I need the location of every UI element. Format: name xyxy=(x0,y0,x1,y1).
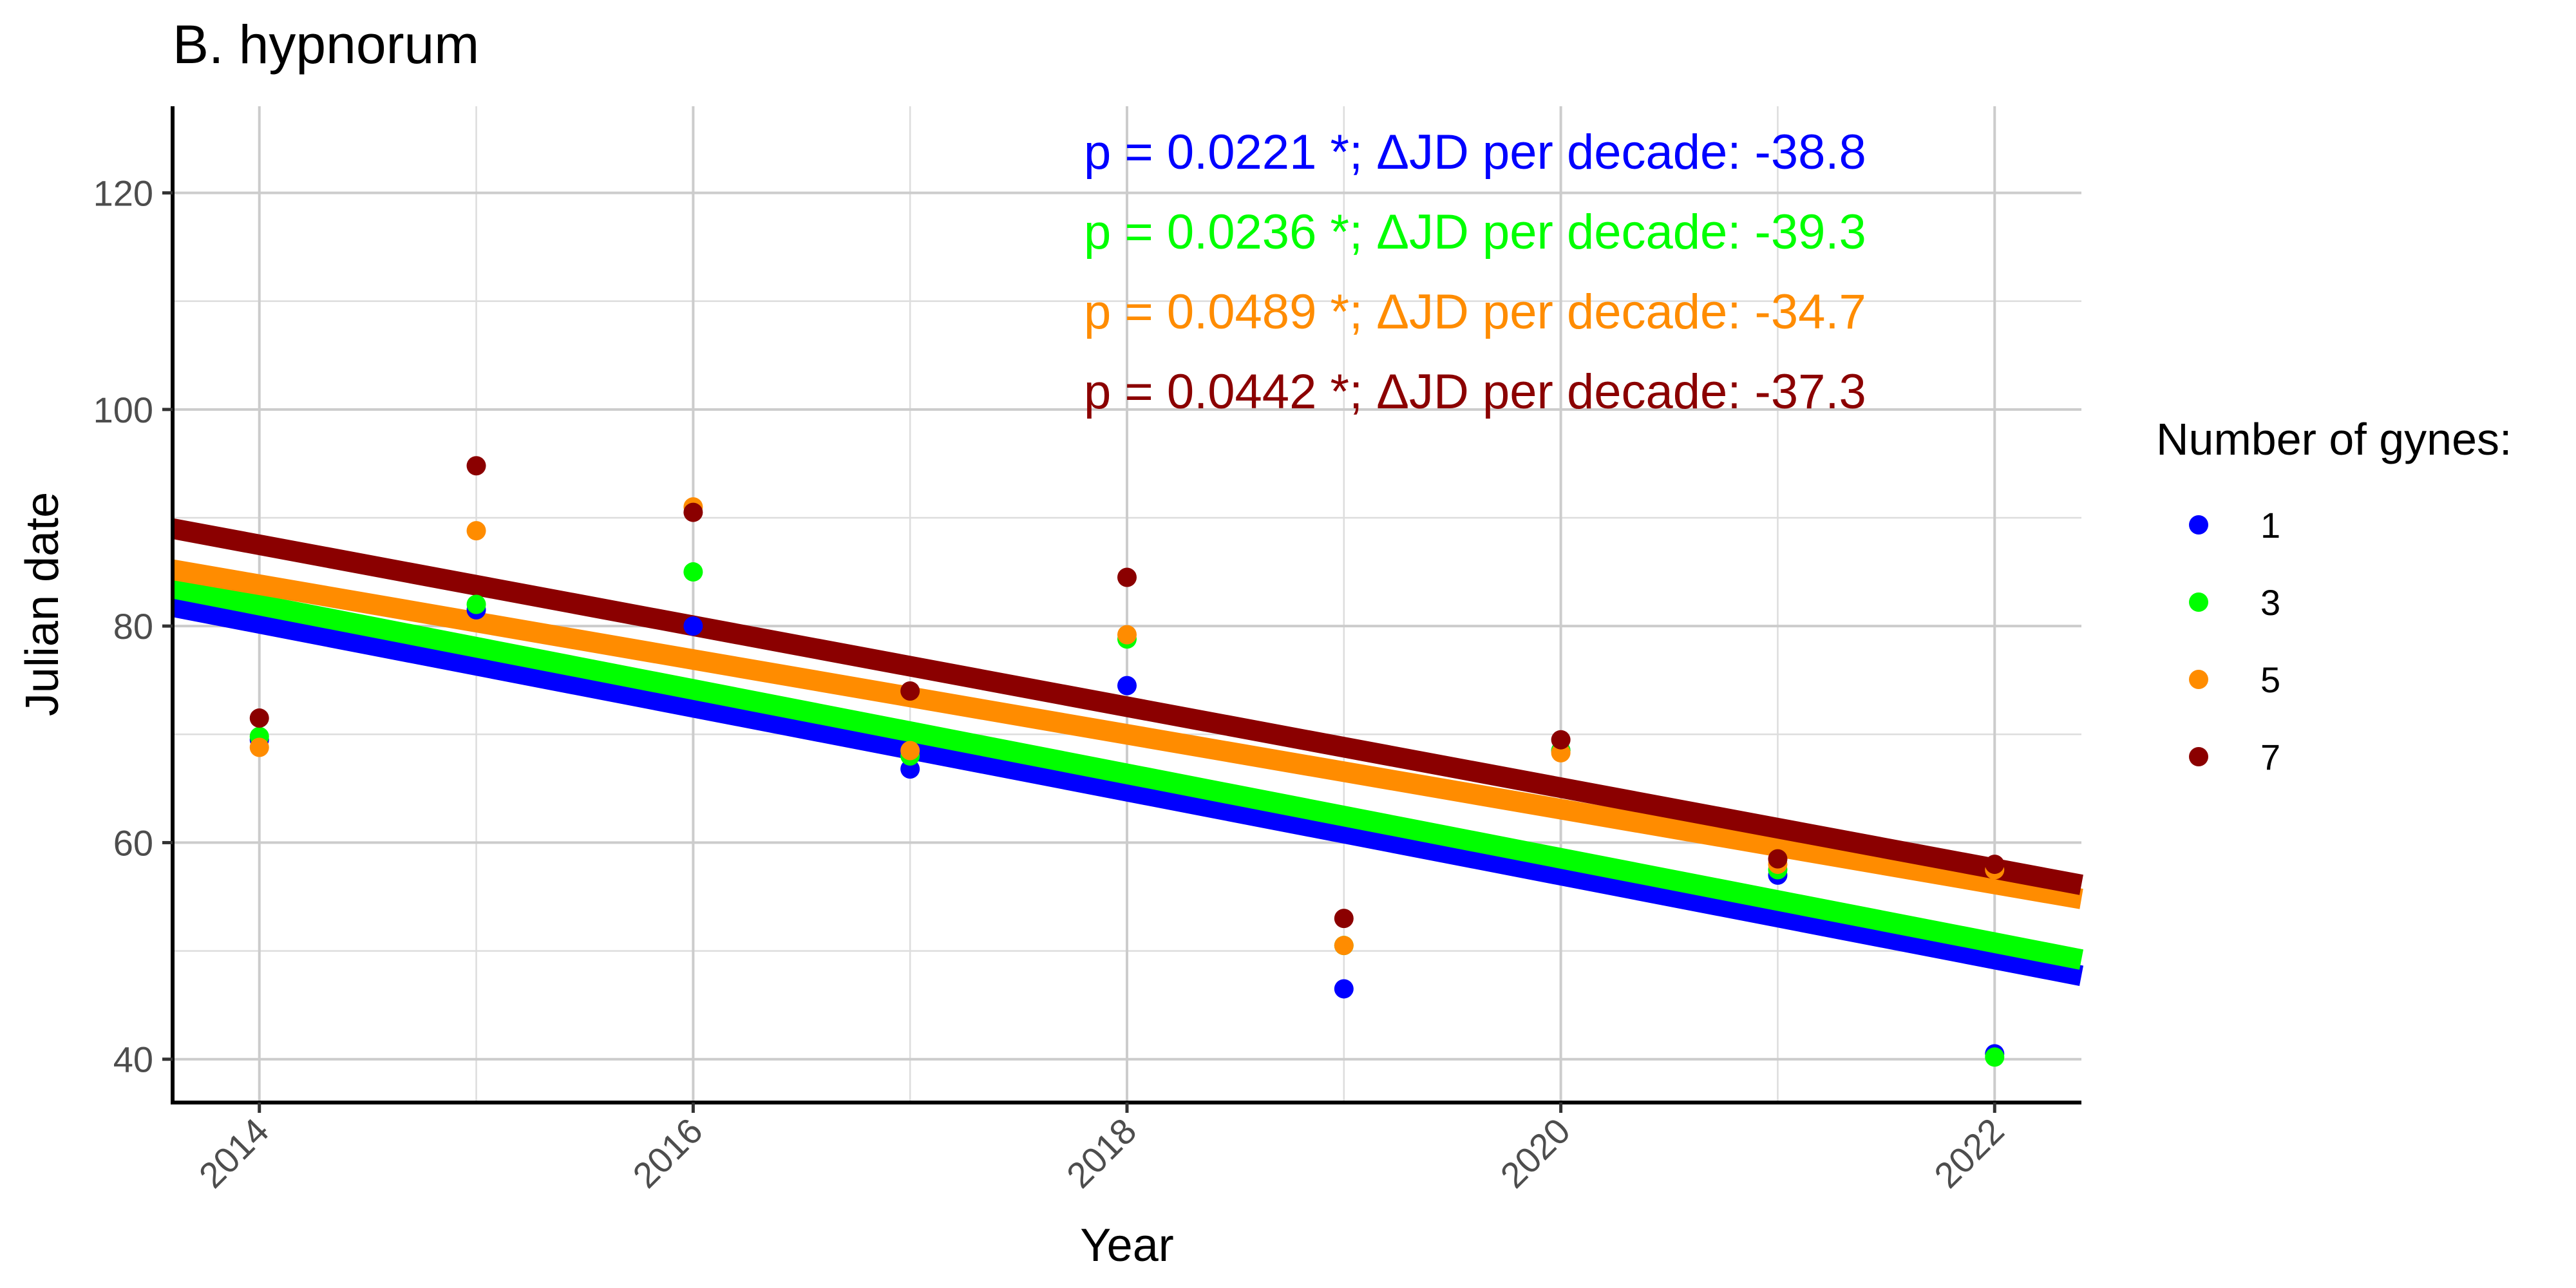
data-point-gynes-7 xyxy=(1334,909,1354,929)
annotations: p = 0.0221 *; ΔJD per decade: -38.8 p = 0… xyxy=(1084,125,1866,419)
y-axis-ticks: 40 60 80 100 120 xyxy=(93,173,173,1080)
chart-title: B. hypnorum xyxy=(173,14,479,75)
data-point-gynes-3 xyxy=(1985,1047,2005,1067)
x-tick-label: 2022 xyxy=(1926,1110,2012,1196)
data-point-gynes-7 xyxy=(900,681,920,701)
x-tick-label: 2018 xyxy=(1059,1110,1144,1196)
y-axis-title: Julian date xyxy=(17,492,68,716)
y-tick-label: 40 xyxy=(113,1039,153,1080)
x-tick-label: 2020 xyxy=(1492,1110,1578,1196)
y-tick-label: 80 xyxy=(113,606,153,647)
fit-line-gynes-7 xyxy=(171,518,2083,895)
fit-lines xyxy=(170,518,2084,986)
data-point-gynes-7 xyxy=(466,456,486,476)
legend-key-gynes-5 xyxy=(2189,670,2208,689)
legend: Number of gynes: 1 3 5 7 xyxy=(2156,414,2512,777)
data-points xyxy=(249,456,2005,1067)
legend-items: 1 3 5 7 xyxy=(2189,505,2280,777)
legend-key-gynes-3 xyxy=(2189,592,2208,612)
data-point-gynes-1 xyxy=(1334,979,1354,999)
y-tick-label: 60 xyxy=(113,822,153,863)
data-point-gynes-5 xyxy=(1334,936,1354,956)
x-tick-label: 2014 xyxy=(191,1110,277,1196)
data-point-gynes-1 xyxy=(683,616,703,636)
annotation-gynes-5: p = 0.0489 *; ΔJD per decade: -34.7 xyxy=(1084,285,1866,339)
data-point-gynes-5 xyxy=(1117,625,1137,645)
data-point-gynes-7 xyxy=(1768,849,1788,869)
data-point-gynes-5 xyxy=(466,521,486,541)
data-point-gynes-7 xyxy=(1551,730,1571,750)
data-point-gynes-5 xyxy=(249,737,269,757)
annotation-gynes-3: p = 0.0236 *; ΔJD per decade: -39.3 xyxy=(1084,205,1866,260)
data-point-gynes-7 xyxy=(249,708,269,728)
legend-key-gynes-1 xyxy=(2189,515,2208,535)
data-point-gynes-1 xyxy=(1117,676,1137,696)
legend-label-gynes-5: 5 xyxy=(2260,659,2280,700)
annotation-gynes-7: p = 0.0442 *; ΔJD per decade: -37.3 xyxy=(1084,365,1866,419)
fit-line-gynes-5 xyxy=(171,559,2083,909)
data-point-gynes-3 xyxy=(466,594,486,614)
annotation-gynes-1: p = 0.0221 *; ΔJD per decade: -38.8 xyxy=(1084,125,1866,180)
data-point-gynes-7 xyxy=(1117,567,1137,587)
x-tick-label: 2016 xyxy=(625,1110,710,1196)
y-tick-label: 100 xyxy=(93,390,153,430)
legend-label-gynes-3: 3 xyxy=(2260,582,2280,623)
data-point-gynes-5 xyxy=(900,741,920,761)
legend-label-gynes-1: 1 xyxy=(2260,505,2280,545)
fit-line-gynes-1 xyxy=(170,596,2084,986)
y-tick-label: 120 xyxy=(93,173,153,214)
legend-key-gynes-7 xyxy=(2189,747,2208,766)
data-point-gynes-3 xyxy=(683,562,703,582)
plot-area xyxy=(170,106,2084,1103)
legend-title: Number of gynes: xyxy=(2156,414,2512,464)
legend-label-gynes-7: 7 xyxy=(2260,737,2280,777)
data-point-gynes-7 xyxy=(1985,855,2005,875)
x-axis-ticks: 2014 2016 2018 2020 2022 xyxy=(191,1103,2012,1196)
x-axis-title: Year xyxy=(1080,1220,1173,1271)
fit-line-gynes-3 xyxy=(170,578,2084,970)
data-point-gynes-7 xyxy=(683,502,703,522)
